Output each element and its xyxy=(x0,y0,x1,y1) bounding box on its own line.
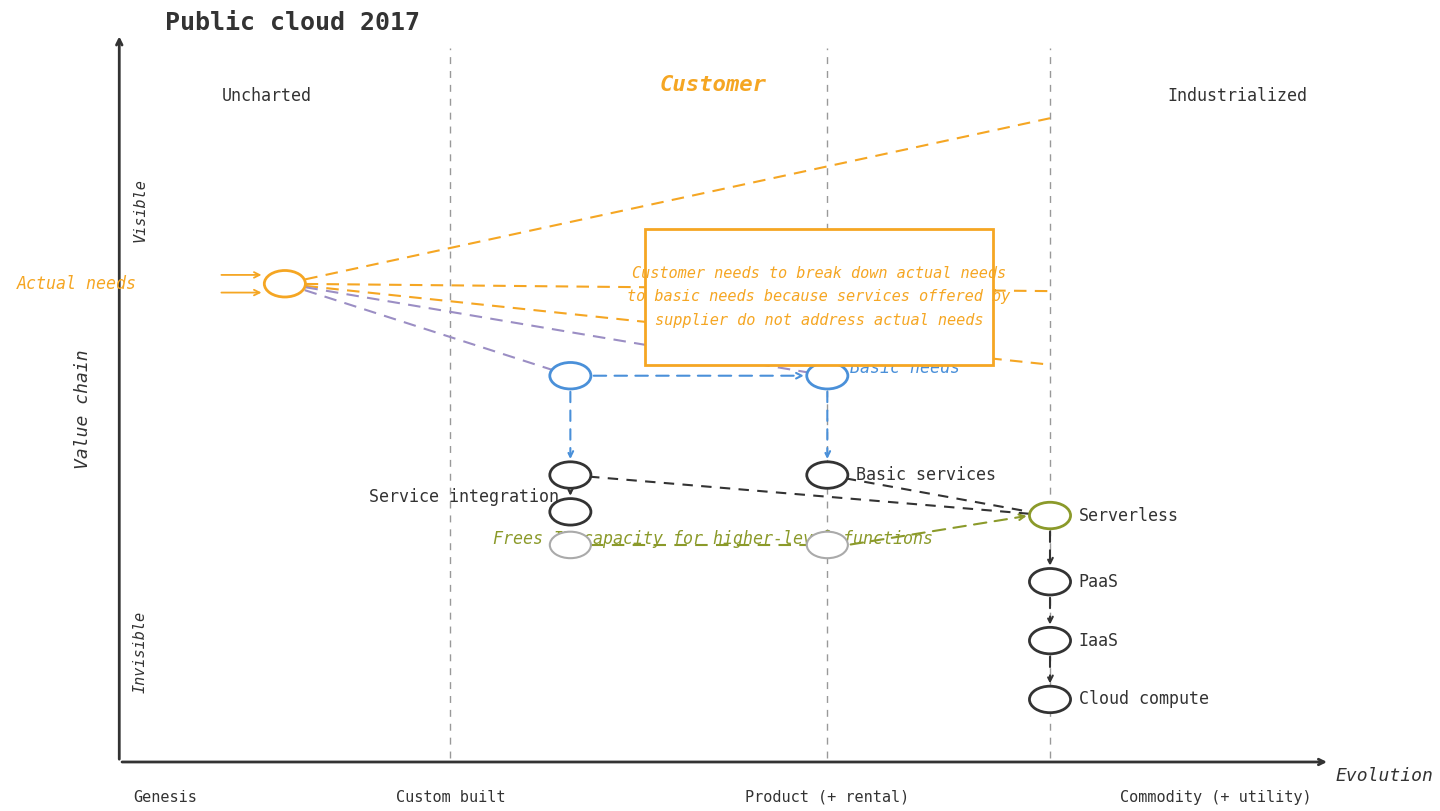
Text: Serverless: Serverless xyxy=(1079,507,1178,525)
Text: Commodity (+ utility): Commodity (+ utility) xyxy=(1120,790,1312,805)
Text: Actual needs: Actual needs xyxy=(16,275,137,293)
Text: Public cloud 2017: Public cloud 2017 xyxy=(166,11,420,35)
Circle shape xyxy=(265,271,305,297)
Circle shape xyxy=(806,532,848,558)
Text: Service integration: Service integration xyxy=(369,488,559,506)
Text: Uncharted: Uncharted xyxy=(222,87,312,105)
Circle shape xyxy=(806,461,848,488)
Circle shape xyxy=(550,363,590,389)
Text: Cloud compute: Cloud compute xyxy=(1079,690,1208,709)
Text: Invisible: Invisible xyxy=(132,611,147,693)
Circle shape xyxy=(1030,502,1070,529)
Circle shape xyxy=(550,499,590,525)
Text: Value chain: Value chain xyxy=(73,349,92,469)
Text: Product (+ rental): Product (+ rental) xyxy=(744,790,910,805)
Circle shape xyxy=(1030,686,1070,713)
Text: Basic services: Basic services xyxy=(855,466,996,484)
Text: Customer needs to break down actual needs
to basic needs because services offere: Customer needs to break down actual need… xyxy=(628,266,1011,328)
Circle shape xyxy=(550,532,590,558)
Circle shape xyxy=(1030,628,1070,654)
Circle shape xyxy=(1030,569,1070,595)
Text: Custom built: Custom built xyxy=(396,790,505,805)
Text: Evolution: Evolution xyxy=(1335,767,1433,785)
Circle shape xyxy=(806,363,848,389)
Text: IaaS: IaaS xyxy=(1079,632,1119,650)
Circle shape xyxy=(550,461,590,488)
Text: Genesis: Genesis xyxy=(132,790,197,805)
Text: Industrialized: Industrialized xyxy=(1166,87,1308,105)
FancyBboxPatch shape xyxy=(645,229,994,365)
Text: Frees IT capacity for higher-level functions: Frees IT capacity for higher-level funct… xyxy=(492,530,933,548)
Text: PaaS: PaaS xyxy=(1079,573,1119,590)
Text: Visible: Visible xyxy=(132,178,147,242)
Text: Customer: Customer xyxy=(660,75,766,95)
Text: Basic needs: Basic needs xyxy=(850,359,960,377)
